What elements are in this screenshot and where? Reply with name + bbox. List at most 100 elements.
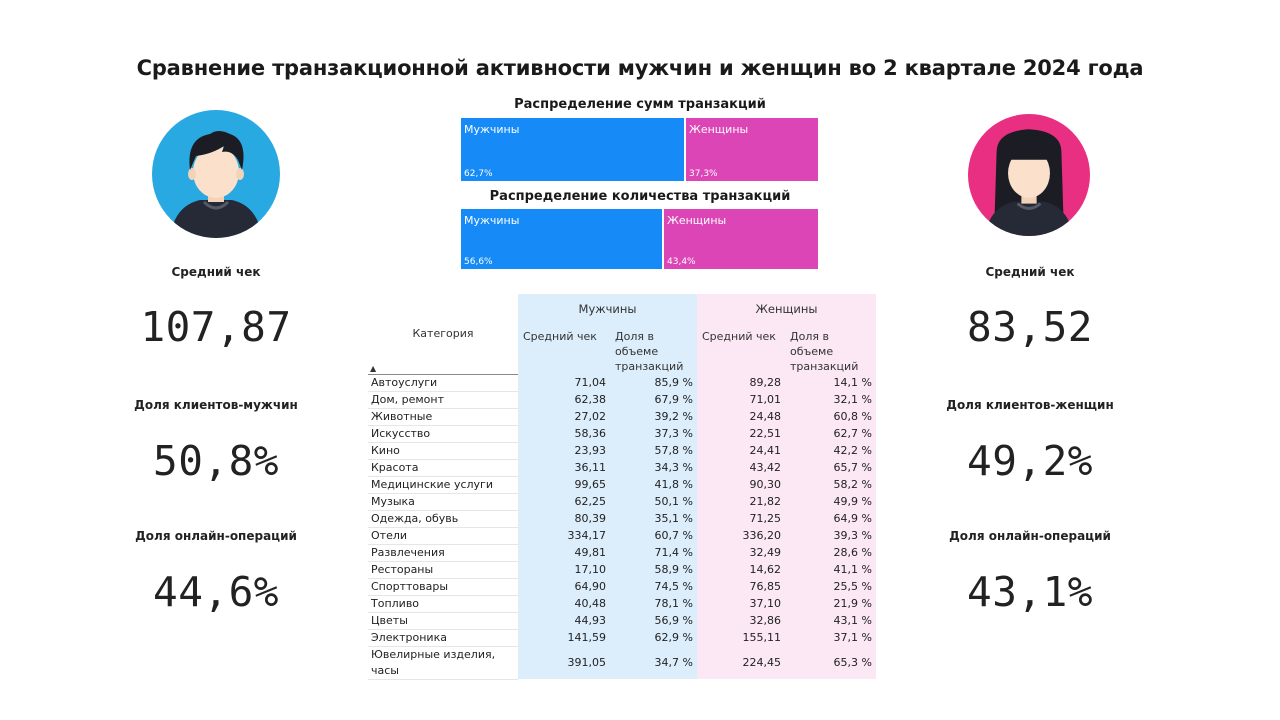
male-volume-share-cell: 78,1 % xyxy=(610,595,697,612)
category-cell: Искусство xyxy=(368,425,518,443)
table-row[interactable]: Красота 36,11 34,3 % 43,42 65,7 % xyxy=(368,459,876,477)
table-row[interactable]: Топливо 40,48 78,1 % 37,10 21,9 % xyxy=(368,595,876,613)
female-avg-check-cell: 37,10 xyxy=(697,595,785,612)
table-row[interactable]: Электроника 141,59 62,9 % 155,11 37,1 % xyxy=(368,629,876,647)
female-avg-check-cell: 76,85 xyxy=(697,578,785,595)
male-volume-share-cell: 85,9 % xyxy=(610,374,697,391)
male-volume-share-cell: 67,9 % xyxy=(610,391,697,408)
male-online-share-label: Доля онлайн-операций xyxy=(135,529,297,543)
amount-bar-female-label: Женщины xyxy=(689,123,749,136)
male-volume-share-cell: 74,5 % xyxy=(610,578,697,595)
male-avg-check-value: 107,87 xyxy=(140,303,292,351)
male-clients-share-label: Доля клиентов-мужчин xyxy=(134,398,298,412)
female-clients-share-label: Доля клиентов-женщин xyxy=(946,398,1114,412)
sort-ascending-icon[interactable]: ▲ xyxy=(370,363,377,373)
table-row[interactable]: Рестораны 17,10 58,9 % 14,62 41,1 % xyxy=(368,561,876,579)
male-volume-share-cell: 37,3 % xyxy=(610,425,697,442)
female-avg-check-cell: 21,82 xyxy=(697,493,785,510)
category-cell: Топливо xyxy=(368,595,518,613)
male-volume-share-cell: 62,9 % xyxy=(610,629,697,646)
count-bar-female[interactable]: Женщины 43,4% xyxy=(664,209,818,269)
category-cell: Красота xyxy=(368,459,518,477)
table-row[interactable]: Спорттовары 64,90 74,5 % 76,85 25,5 % xyxy=(368,578,876,596)
page-title: Сравнение транзакционной активности мужч… xyxy=(136,56,1144,80)
female-avg-check-cell: 32,86 xyxy=(697,612,785,629)
table-row[interactable]: Отели 334,17 60,7 % 336,20 39,3 % xyxy=(368,527,876,545)
amount-bar-male-label: Мужчины xyxy=(464,123,520,136)
female-volume-share-column-header[interactable]: Доля в объеме транзакций xyxy=(785,324,876,374)
female-avg-check-cell: 224,45 xyxy=(697,646,785,679)
category-cell: Отели xyxy=(368,527,518,545)
male-avg-check-cell: 80,39 xyxy=(518,510,610,527)
male-volume-share-cell: 57,8 % xyxy=(610,442,697,459)
count-bar-female-value: 43,4% xyxy=(667,257,696,267)
male-volume-share-cell: 39,2 % xyxy=(610,408,697,425)
male-avg-check-label: Средний чек xyxy=(171,265,261,279)
male-avg-check-cell: 58,36 xyxy=(518,425,610,442)
female-avg-check-label: Средний чек xyxy=(985,265,1075,279)
category-cell: Автоуслуги xyxy=(368,373,518,392)
table-row[interactable]: Одежда, обувь 80,39 35,1 % 71,25 64,9 % xyxy=(368,510,876,528)
count-distribution-title: Распределение количества транзакций xyxy=(489,189,791,204)
male-avg-check-cell: 334,17 xyxy=(518,527,610,544)
female-volume-share-cell: 62,7 % xyxy=(785,425,876,442)
female-volume-share-cell: 28,6 % xyxy=(785,544,876,561)
category-column-header[interactable]: Категория ▲ xyxy=(368,294,518,374)
male-avg-check-cell: 40,48 xyxy=(518,595,610,612)
female-avg-check-cell: 24,41 xyxy=(697,442,785,459)
female-volume-share-cell: 60,8 % xyxy=(785,408,876,425)
count-bar-female-label: Женщины xyxy=(667,214,727,227)
amount-distribution-title: Распределение сумм транзакций xyxy=(514,97,766,112)
male-volume-share-cell: 60,7 % xyxy=(610,527,697,544)
male-avg-check-cell: 36,11 xyxy=(518,459,610,476)
table-row[interactable]: Ювелирные изделия, часы 391,05 34,7 % 224,4… xyxy=(368,646,876,680)
female-avg-check-cell: 90,30 xyxy=(697,476,785,493)
female-volume-share-cell: 25,5 % xyxy=(785,578,876,595)
category-cell: Рестораны xyxy=(368,561,518,579)
category-cell: Цветы xyxy=(368,612,518,630)
category-cell: Животные xyxy=(368,408,518,426)
amount-bar-male[interactable]: Мужчины 62,7% xyxy=(461,118,684,181)
female-avg-check-cell: 43,42 xyxy=(697,459,785,476)
male-volume-share-cell: 41,8 % xyxy=(610,476,697,493)
female-volume-share-cell: 37,1 % xyxy=(785,629,876,646)
female-volume-share-cell: 58,2 % xyxy=(785,476,876,493)
count-bar-male-label: Мужчины xyxy=(464,214,520,227)
category-cell: Спорттовары xyxy=(368,578,518,596)
table-row[interactable]: Автоуслуги 71,04 85,9 % 89,28 14,1 % xyxy=(368,373,876,392)
table-row[interactable]: Медицинские услуги 99,65 41,8 % 90,30 58,2 % xyxy=(368,476,876,494)
count-bar-male[interactable]: Мужчины 56,6% xyxy=(461,209,662,269)
table-row[interactable]: Музыка 62,25 50,1 % 21,82 49,9 % xyxy=(368,493,876,511)
female-avg-check-cell: 89,28 xyxy=(697,374,785,391)
male-volume-share-cell: 58,9 % xyxy=(610,561,697,578)
female-avg-check-column-header[interactable]: Средний чек xyxy=(697,324,785,374)
category-cell: Дом, ремонт xyxy=(368,391,518,409)
male-volume-share-cell: 71,4 % xyxy=(610,544,697,561)
male-avg-check-column-header[interactable]: Средний чек xyxy=(518,324,610,374)
category-cell: Кино xyxy=(368,442,518,460)
male-avg-check-cell: 391,05 xyxy=(518,646,610,679)
table-row[interactable]: Развлечения 49,81 71,4 % 32,49 28,6 % xyxy=(368,544,876,562)
female-volume-share-cell: 43,1 % xyxy=(785,612,876,629)
table-row[interactable]: Дом, ремонт 62,38 67,9 % 71,01 32,1 % xyxy=(368,391,876,409)
female-volume-share-cell: 41,1 % xyxy=(785,561,876,578)
category-header-label: Категория xyxy=(412,327,474,341)
female-avg-check-cell: 155,11 xyxy=(697,629,785,646)
table-row[interactable]: Цветы 44,93 56,9 % 32,86 43,1 % xyxy=(368,612,876,630)
female-online-share-label: Доля онлайн-операций xyxy=(949,529,1111,543)
category-cell: Ювелирные изделия, часы xyxy=(368,646,518,680)
female-volume-share-cell: 65,7 % xyxy=(785,459,876,476)
male-avg-check-cell: 99,65 xyxy=(518,476,610,493)
amount-bar-female[interactable]: Женщины 37,3% xyxy=(686,118,818,181)
male-avg-check-cell: 141,59 xyxy=(518,629,610,646)
table-row[interactable]: Кино 23,93 57,8 % 24,41 42,2 % xyxy=(368,442,876,460)
category-cell: Музыка xyxy=(368,493,518,511)
category-cell: Развлечения xyxy=(368,544,518,562)
category-cell: Одежда, обувь xyxy=(368,510,518,528)
male-volume-share-column-header[interactable]: Доля в объеме транзакций xyxy=(610,324,697,374)
table-row[interactable]: Животные 27,02 39,2 % 24,48 60,8 % xyxy=(368,408,876,426)
female-avg-check-cell: 71,01 xyxy=(697,391,785,408)
table-row[interactable]: Искусство 58,36 37,3 % 22,51 62,7 % xyxy=(368,425,876,443)
male-avg-check-cell: 62,38 xyxy=(518,391,610,408)
female-avg-check-cell: 22,51 xyxy=(697,425,785,442)
